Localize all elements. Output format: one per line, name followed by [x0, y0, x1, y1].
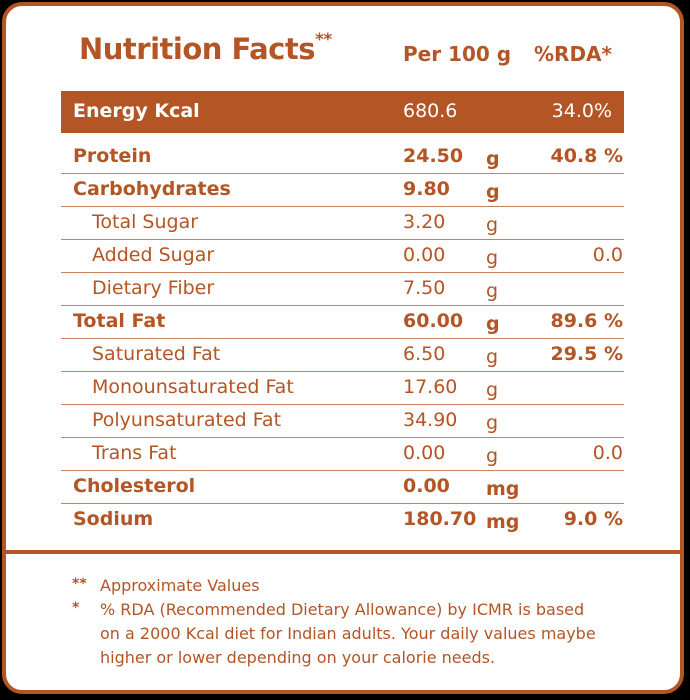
- nutrient-amount: 0.00: [403, 475, 450, 497]
- nutrient-amount: 0.00: [403, 244, 446, 266]
- energy-row: Energy Kcal 680.6 34.0%: [61, 91, 624, 133]
- nutrient-name: Protein: [73, 145, 152, 167]
- energy-rda: 34.0%: [551, 100, 612, 122]
- footnotes: ** Approximate Values * % RDA (Recommend…: [72, 574, 650, 670]
- footnote-mark: **: [72, 576, 87, 592]
- footnote-text-line: higher or lower depending on your calori…: [100, 648, 496, 667]
- energy-label: Energy Kcal: [73, 100, 200, 122]
- table-row: Total Sugar 3.20 g: [61, 207, 624, 240]
- page-title: Nutrition Facts**: [79, 30, 332, 66]
- nutrient-name: Saturated Fat: [92, 343, 221, 365]
- column-header-rda: %RDA*: [534, 42, 612, 66]
- footnote-text-line: on a 2000 Kcal diet for Indian adults. Y…: [100, 624, 596, 643]
- footnote-rda: * % RDA (Recommended Dietary Allowance) …: [72, 598, 650, 670]
- nutrient-unit: g: [486, 346, 499, 368]
- nutrient-amount: 24.50: [403, 145, 464, 167]
- title-text: Nutrition Facts: [79, 32, 315, 66]
- energy-value: 680.6: [403, 100, 458, 122]
- nutrient-name: Total Fat: [73, 310, 166, 332]
- title-footnote-mark: **: [314, 30, 332, 50]
- table-row: Added Sugar 0.00 g 0.0: [61, 240, 624, 273]
- nutrient-amount: 3.20: [403, 211, 446, 233]
- table-row: Cholesterol 0.00 mg: [61, 471, 624, 504]
- nutrient-unit: g: [486, 247, 499, 269]
- nutrient-amount: 7.50: [403, 277, 446, 299]
- nutrient-name: Polyunsaturated Fat: [92, 409, 282, 431]
- footnote-text-line: % RDA (Recommended Dietary Allowance) by…: [100, 600, 585, 619]
- nutrient-unit: g: [486, 313, 500, 335]
- nutrient-table: Protein 24.50 g 40.8 % Carbohydrates 9.8…: [61, 141, 624, 542]
- footnote-divider: [6, 550, 680, 554]
- nutrition-facts-panel: Nutrition Facts** Per 100 g %RDA* Energy…: [2, 2, 684, 694]
- nutrient-name: Monounsaturated Fat: [92, 376, 294, 398]
- table-row: Monounsaturated Fat 17.60 g: [61, 372, 624, 405]
- nutrient-name: Total Sugar: [92, 211, 199, 233]
- footnote-approximate: ** Approximate Values: [72, 574, 650, 598]
- nutrient-amount: 9.80: [403, 178, 450, 200]
- table-header: Nutrition Facts** Per 100 g %RDA*: [6, 6, 680, 94]
- footnote-text: Approximate Values: [100, 576, 260, 595]
- nutrient-unit: g: [486, 445, 499, 467]
- nutrient-amount: 0.00: [403, 442, 446, 464]
- column-header-per-100g: Per 100 g: [403, 42, 512, 66]
- nutrient-name: Trans Fat: [92, 442, 177, 464]
- table-row: Saturated Fat 6.50 g 29.5 %: [61, 339, 624, 372]
- nutrient-name: Dietary Fiber: [92, 277, 215, 299]
- nutrient-unit: g: [486, 412, 499, 434]
- table-row: Polyunsaturated Fat 34.90 g: [61, 405, 624, 438]
- table-row: Total Fat 60.00 g 89.6 %: [61, 306, 624, 339]
- nutrient-rda: 29.5 %: [550, 343, 623, 365]
- nutrient-unit: g: [486, 148, 500, 170]
- nutrient-rda: 9.0 %: [563, 508, 623, 530]
- nutrient-amount: 17.60: [403, 376, 458, 398]
- nutrient-amount: 180.70: [403, 508, 477, 530]
- nutrient-amount: 6.50: [403, 343, 446, 365]
- table-row: Protein 24.50 g 40.8 %: [61, 141, 624, 174]
- table-row: Sodium 180.70 mg 9.0 %: [61, 504, 624, 542]
- nutrient-amount: 34.90: [403, 409, 458, 431]
- table-row: Dietary Fiber 7.50 g: [61, 273, 624, 306]
- nutrient-unit: g: [486, 379, 499, 401]
- nutrient-rda: 89.6 %: [550, 310, 623, 332]
- footnote-mark: *: [72, 600, 80, 616]
- nutrient-amount: 60.00: [403, 310, 464, 332]
- table-row: Carbohydrates 9.80 g: [61, 174, 624, 207]
- nutrient-rda: 0.0: [592, 244, 623, 266]
- nutrient-name: Carbohydrates: [73, 178, 231, 200]
- nutrient-rda: 0.0: [592, 442, 623, 464]
- nutrient-rda: 40.8 %: [550, 145, 623, 167]
- nutrient-unit: g: [486, 214, 499, 236]
- nutrient-unit: g: [486, 181, 500, 203]
- nutrient-unit: mg: [486, 511, 520, 533]
- table-row: Trans Fat 0.00 g 0.0: [61, 438, 624, 471]
- nutrient-name: Sodium: [73, 508, 154, 530]
- nutrient-name: Added Sugar: [92, 244, 215, 266]
- nutrient-unit: mg: [486, 478, 520, 500]
- nutrient-unit: g: [486, 280, 499, 302]
- nutrient-name: Cholesterol: [73, 475, 196, 497]
